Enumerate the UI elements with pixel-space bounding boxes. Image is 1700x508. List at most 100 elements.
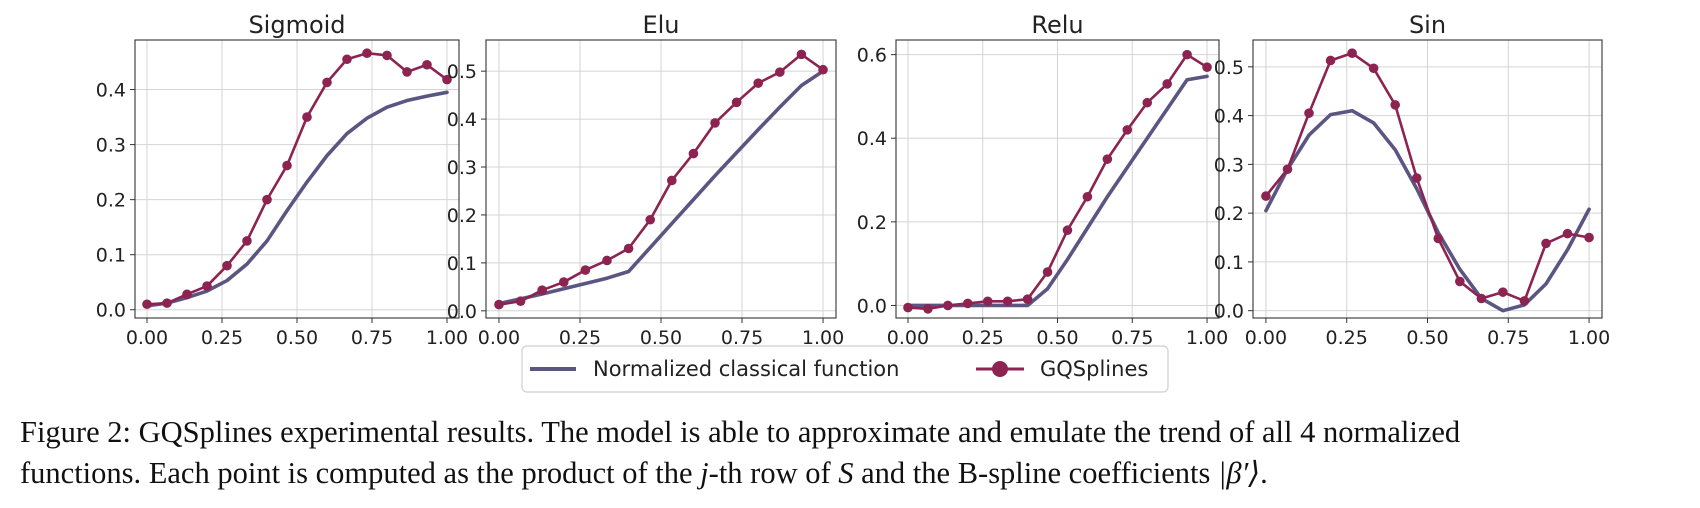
- data-point-gqsplines: [1498, 287, 1508, 297]
- data-point-gqsplines: [796, 49, 807, 60]
- data-point-gqsplines: [645, 214, 656, 225]
- data-point-gqsplines: [1102, 154, 1113, 164]
- x-tick-label: 0.75: [351, 327, 393, 349]
- x-tick-label: 1.00: [1568, 327, 1610, 349]
- data-point-gqsplines: [322, 77, 332, 88]
- data-point-gqsplines: [1433, 233, 1444, 244]
- y-tick-label: 0.3: [1214, 154, 1244, 176]
- y-tick-label: 0.3: [447, 157, 477, 179]
- data-point-gqsplines: [402, 67, 412, 77]
- data-point-gqsplines: [1022, 294, 1033, 304]
- data-point-gqsplines: [1122, 125, 1133, 135]
- data-point-gqsplines: [242, 236, 252, 246]
- y-tick-label: 0.0: [1214, 301, 1244, 323]
- data-point-gqsplines: [422, 59, 432, 70]
- data-point-gqsplines: [1455, 276, 1465, 287]
- data-point-gqsplines: [1062, 225, 1073, 236]
- series-line-classical: [145, 90, 449, 308]
- data-point-gqsplines: [362, 48, 372, 59]
- x-tick-label: 0.25: [201, 327, 243, 349]
- data-point-gqsplines: [1282, 164, 1293, 175]
- x-tick-label: 0.50: [1406, 327, 1448, 349]
- data-point-gqsplines: [1347, 48, 1357, 58]
- caption-text-d: .: [1260, 456, 1268, 490]
- panel-title: Sigmoid: [248, 11, 345, 39]
- data-point-gqsplines: [731, 97, 742, 108]
- data-point-gqsplines: [710, 118, 720, 128]
- data-point-gqsplines: [1042, 267, 1053, 277]
- panel-sigmoid: 0.00 0.25 0.50 0.75 1.00 0.0 0.1 0.2 0.3 0.4 Sigmo…: [96, 11, 468, 349]
- legend-box: [521, 345, 1169, 393]
- data-point-gqsplines: [442, 74, 452, 85]
- x-tick-label: 0.75: [721, 327, 763, 349]
- x-tick-label: 0.25: [962, 327, 1004, 349]
- y-tick-label: 0.4: [447, 109, 477, 131]
- y-tick-label: 0.3: [96, 135, 126, 157]
- legend-label-gqsplines: GQSplines: [1040, 357, 1148, 381]
- y-tick-label: 0.4: [96, 80, 126, 102]
- data-point-gqsplines: [382, 50, 392, 61]
- data-point-gqsplines: [558, 277, 569, 287]
- data-point-gqsplines: [202, 281, 212, 291]
- data-point-gqsplines: [1562, 228, 1573, 239]
- y-tick-label: 0.5: [1214, 57, 1244, 79]
- data-point-gqsplines: [302, 112, 312, 122]
- data-point-gqsplines: [602, 255, 612, 266]
- x-tick-label: 0.00: [478, 327, 520, 349]
- y-tick-label: 0.4: [857, 128, 887, 150]
- data-point-gqsplines: [962, 298, 973, 309]
- data-point-gqsplines: [775, 67, 785, 77]
- data-point-gqsplines: [537, 285, 547, 296]
- panel-sin: 0.00 0.25 0.50 0.75 1.00 0.0 0.1 0.2 0.3 0.4 0.5 Si…: [1214, 11, 1610, 349]
- data-point-gqsplines: [1162, 79, 1172, 89]
- y-tick-label: 0.0: [447, 301, 477, 323]
- data-point-gqsplines: [688, 148, 699, 159]
- y-tick-label: 0.2: [447, 205, 477, 227]
- data-point-gqsplines: [1368, 63, 1379, 74]
- panel-elu: 0.00 0.25 0.50 0.75 1.00 0.0 0.1 0.2 0.3 0.4 0.5 El…: [447, 11, 844, 349]
- data-point-gqsplines: [515, 296, 526, 307]
- y-tick-label: 0.6: [857, 45, 887, 67]
- y-tick-label: 0.0: [857, 295, 887, 317]
- data-point-gqsplines: [1411, 173, 1422, 183]
- legend: Normalized classical function GQSplines: [521, 345, 1169, 393]
- y-tick-label: 0.1: [447, 253, 477, 275]
- data-point-gqsplines: [1390, 100, 1400, 110]
- data-point-gqsplines: [1082, 191, 1093, 202]
- data-point-gqsplines: [1541, 238, 1551, 249]
- y-tick-label: 0.1: [1214, 252, 1244, 274]
- series-line-gqsplines: [145, 51, 449, 306]
- x-tick-label: 1.00: [802, 327, 844, 349]
- data-point-gqsplines: [494, 299, 504, 310]
- x-tick-label: 0.25: [559, 327, 601, 349]
- x-tick-label: 0.75: [1487, 327, 1529, 349]
- x-tick-label: 0.50: [640, 327, 682, 349]
- y-tick-label: 0.2: [96, 190, 126, 212]
- data-point-gqsplines: [1002, 296, 1013, 307]
- data-point-gqsplines: [1304, 108, 1314, 118]
- data-point-gqsplines: [222, 260, 232, 271]
- y-tick-label: 0.0: [96, 300, 126, 322]
- x-tick-label: 0.50: [1036, 327, 1078, 349]
- x-tick-label: 0.00: [887, 327, 929, 349]
- caption-text-c: and the B-spline coefficients: [853, 456, 1218, 490]
- data-point-gqsplines: [162, 298, 172, 308]
- data-point-gqsplines: [1584, 232, 1594, 243]
- panel-title: Sin: [1409, 11, 1446, 39]
- y-tick-label: 0.2: [1214, 203, 1244, 225]
- data-point-gqsplines: [1325, 55, 1336, 66]
- y-tick-label: 0.1: [96, 245, 126, 267]
- data-point-gqsplines: [753, 78, 764, 88]
- data-point-gqsplines: [282, 160, 292, 171]
- caption-line-1: Figure 2: GQSplines experimental results…: [20, 415, 1461, 449]
- data-point-gqsplines: [1261, 191, 1271, 201]
- caption-math-s: S: [838, 456, 854, 490]
- data-point-gqsplines: [1202, 62, 1212, 72]
- figure-panels: 0.00 0.25 0.50 0.75 1.00 0.0 0.1 0.2 0.3 0.4 Sigmo…: [96, 11, 1610, 393]
- caption-math-beta: |β′⟩: [1218, 456, 1261, 490]
- data-point-gqsplines: [1142, 97, 1153, 108]
- x-tick-label: 0.00: [1245, 327, 1287, 349]
- series-line-gqsplines: [497, 53, 825, 306]
- data-point-gqsplines: [818, 64, 828, 75]
- data-point-gqsplines: [262, 194, 272, 205]
